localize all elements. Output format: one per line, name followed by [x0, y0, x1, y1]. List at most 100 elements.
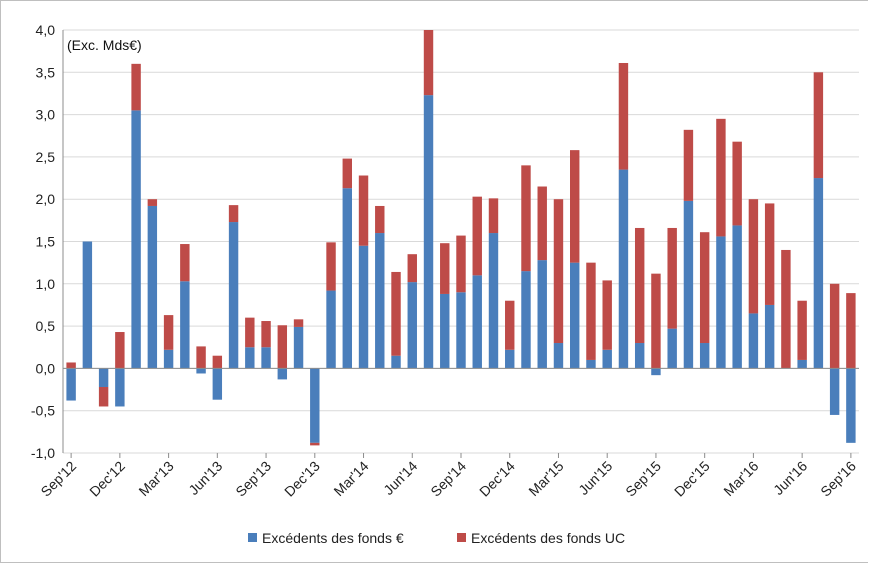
bar-fonds-euro — [66, 368, 76, 401]
bar-fonds-euro — [228, 222, 239, 369]
bar-fonds-euro — [553, 343, 564, 369]
bar-fonds-euro — [472, 275, 482, 369]
bar-fonds-uc — [293, 319, 304, 327]
bar-fonds-euro — [699, 343, 710, 369]
x-tick-label: Dec'13 — [281, 458, 323, 500]
bar-fonds-euro — [764, 304, 775, 369]
bar-fonds-euro — [342, 188, 352, 369]
axes — [62, 30, 859, 453]
bar-fonds-uc — [521, 165, 531, 272]
bar-fonds-uc — [261, 321, 271, 348]
bar-fonds-uc — [342, 158, 352, 189]
x-tick-label: Dec'14 — [476, 458, 518, 500]
bar-fonds-uc — [147, 199, 158, 206]
bar-fonds-uc — [115, 332, 125, 369]
bar-fonds-euro — [570, 262, 580, 369]
bar-fonds-euro — [846, 368, 856, 443]
bar-fonds-uc — [634, 227, 645, 344]
y-tick-label: 2,5 — [36, 149, 56, 165]
bar-fonds-uc — [310, 442, 320, 446]
bar-fonds-euro — [456, 292, 466, 369]
bar-fonds-uc — [440, 243, 450, 294]
bar-fonds-euro — [667, 328, 677, 369]
bar-fonds-uc — [797, 300, 807, 360]
bar-fonds-uc — [829, 283, 840, 369]
bar-fonds-uc — [131, 63, 141, 111]
bar-fonds-euro — [829, 368, 840, 415]
bar-fonds-euro — [82, 241, 93, 369]
bar-fonds-uc — [180, 244, 190, 282]
y-tick-label: 0,0 — [36, 360, 56, 376]
bar-fonds-euro — [716, 236, 726, 369]
legend-swatch-uc — [457, 533, 466, 542]
bar-fonds-uc — [651, 273, 661, 369]
x-tick-label: Dec'15 — [671, 458, 713, 500]
x-tick-labels: Sep'12 Dec'12 Mar'13 Jun'13 Sep'13 Dec'13 Mar'… — [37, 453, 859, 500]
bar-fonds-euro — [602, 349, 612, 369]
bar-fonds-uc — [586, 262, 596, 360]
bar-fonds-uc — [245, 317, 255, 348]
bar-fonds-uc — [764, 203, 775, 305]
y-tick-label: 2,0 — [36, 191, 56, 207]
bar-fonds-uc — [553, 199, 564, 344]
bar-fonds-uc — [813, 72, 824, 179]
bar-fonds-euro — [310, 368, 320, 443]
bar-fonds-uc — [699, 232, 710, 344]
bar-fonds-euro — [98, 368, 109, 388]
bar-fonds-uc — [423, 30, 434, 96]
bar-fonds-euro — [797, 359, 807, 369]
bar-fonds-uc — [98, 387, 109, 407]
x-tick-label: Sep'15 — [622, 458, 664, 500]
bar-fonds-uc — [391, 271, 401, 356]
bar-fonds-euro — [488, 233, 499, 369]
bar-fonds-euro — [537, 260, 547, 369]
bar-fonds-euro — [407, 282, 417, 369]
bar-fonds-uc — [505, 300, 515, 350]
bar-fonds-uc — [407, 254, 417, 283]
bar-fonds-euro — [521, 271, 531, 369]
y-tick-labels: -1,0 -0,5 0,0 0,5 1,0 1,5 2,0 2,5 3,0 3,5 4,0 — [31, 22, 55, 461]
bar-fonds-euro — [131, 110, 141, 369]
bar-fonds-uc — [667, 227, 677, 329]
bar-fonds-euro — [163, 349, 174, 369]
bar-fonds-uc — [212, 355, 223, 369]
y-tick-label: 1,0 — [36, 276, 56, 292]
bar-fonds-uc — [618, 62, 629, 170]
bar-fonds-euro — [115, 368, 125, 407]
y-tick-label: 3,5 — [36, 64, 56, 80]
bar-fonds-euro — [261, 347, 271, 369]
bar-fonds-euro — [618, 169, 629, 369]
x-tick-label: Dec'12 — [86, 458, 128, 500]
bar-fonds-euro — [634, 343, 645, 369]
bar-fonds-uc — [358, 175, 369, 246]
bar-fonds-euro — [813, 178, 824, 369]
x-tick-label: Sep'14 — [427, 458, 469, 500]
bar-fonds-uc — [163, 315, 174, 350]
x-tick-label: Mar'16 — [720, 458, 761, 499]
bar-fonds-euro — [683, 200, 694, 369]
bar-fonds-euro — [326, 290, 336, 369]
bar-fonds-uc — [846, 293, 856, 369]
bar-fonds-euro — [391, 355, 401, 369]
y-tick-label: 0,5 — [36, 318, 56, 334]
x-tick-label: Sep'16 — [817, 458, 859, 500]
bar-fonds-uc — [326, 242, 336, 291]
bar-fonds-euro — [586, 359, 596, 369]
bar-fonds-euro — [180, 281, 190, 369]
legend: Excédents des fonds € Excédents des fond… — [248, 530, 625, 546]
bar-fonds-euro — [358, 245, 369, 369]
y-tick-label: 3,0 — [36, 107, 56, 123]
bar-fonds-euro — [732, 225, 742, 369]
legend-label-uc: Excédents des fonds UC — [471, 530, 625, 546]
x-tick-label: Mar'15 — [525, 458, 566, 499]
legend-label-euro: Excédents des fonds € — [262, 530, 404, 546]
bar-fonds-uc — [375, 205, 385, 234]
bar-fonds-uc — [570, 150, 580, 263]
bar-fonds-uc — [781, 249, 791, 369]
x-tick-label: Jun'15 — [575, 458, 615, 498]
bar-fonds-uc — [602, 280, 612, 350]
bar-fonds-uc — [456, 235, 466, 293]
bar-fonds-uc — [748, 199, 759, 314]
